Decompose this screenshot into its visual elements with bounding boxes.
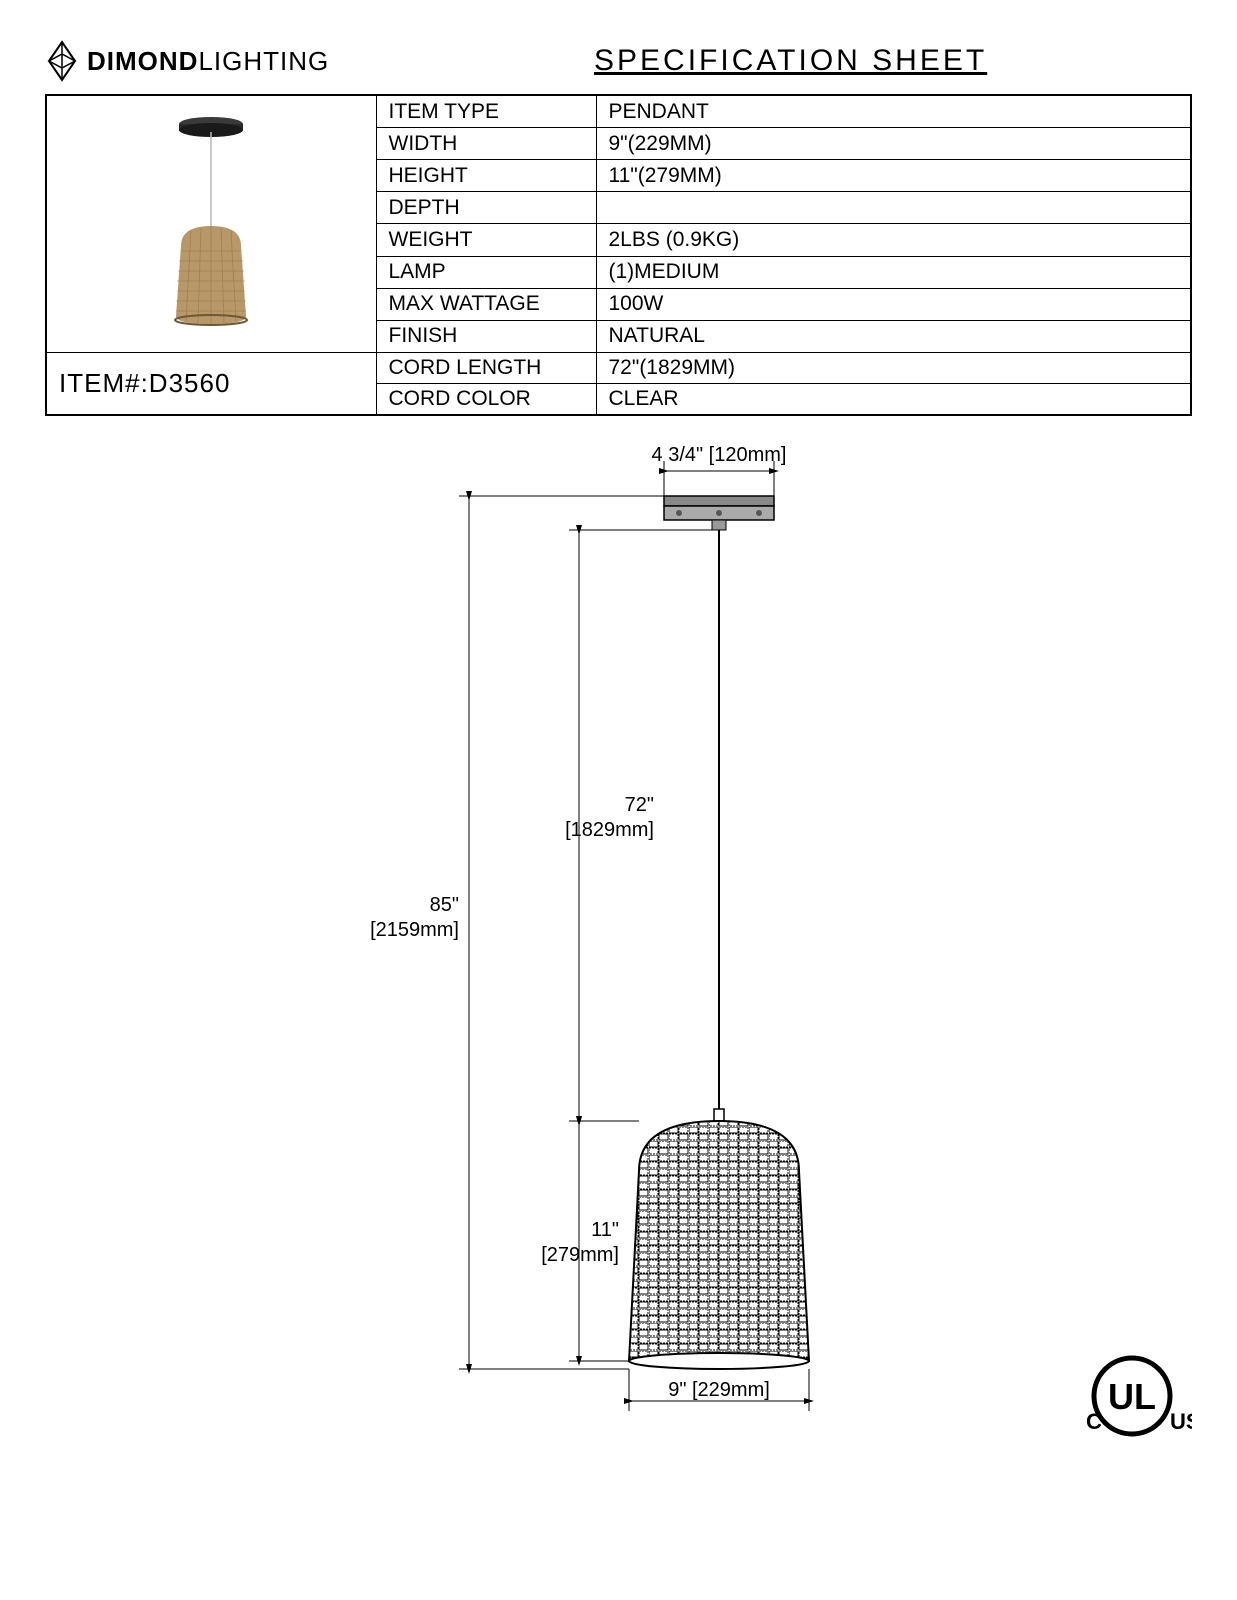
spec-label: CORD COLOR <box>376 384 596 416</box>
spec-label: CORD LENGTH <box>376 353 596 384</box>
brand-text: DIMONDLIGHTING <box>87 46 329 77</box>
spec-value: 2LBS (0.9KG) <box>596 224 1191 256</box>
page-title: SPECIFICATION SHEET <box>329 44 1192 78</box>
product-thumbnail <box>111 106 311 336</box>
spec-value: CLEAR <box>596 384 1191 416</box>
spec-label: ITEM TYPE <box>376 95 596 128</box>
dim-shade-h-in: 11" <box>591 1219 619 1241</box>
brand-logo: DIMONDLIGHTING <box>45 40 329 82</box>
spec-table: ITEM TYPE PENDANT WIDTH9"(229MM) HEIGHT1… <box>45 94 1192 416</box>
spec-label: LAMP <box>376 256 596 288</box>
dim-cord-in: 72" <box>624 794 653 816</box>
svg-text:US: US <box>1170 1409 1192 1434</box>
svg-text:C: C <box>1086 1409 1102 1434</box>
spec-value: 72"(1829MM) <box>596 353 1191 384</box>
svg-text:UL: UL <box>1108 1376 1156 1417</box>
spec-label: FINISH <box>376 320 596 352</box>
header: DIMONDLIGHTING SPECIFICATION SHEET <box>45 40 1192 82</box>
spec-value: NATURAL <box>596 320 1191 352</box>
spec-label: MAX WATTAGE <box>376 288 596 320</box>
spec-label: WEIGHT <box>376 224 596 256</box>
dim-canopy: 4 3/4" [120mm] <box>651 444 786 466</box>
dim-cord-mm: [1829mm] <box>565 819 654 841</box>
spec-value: 11"(279MM) <box>596 160 1191 192</box>
dim-shade-h-mm: [279mm] <box>541 1244 619 1266</box>
spec-label: WIDTH <box>376 128 596 160</box>
dim-shade-w: 9" [229mm] <box>668 1379 770 1401</box>
item-number: ITEM#:D3560 <box>46 353 376 416</box>
spec-value: (1)MEDIUM <box>596 256 1191 288</box>
spec-value <box>596 192 1191 224</box>
spec-value: 9"(229MM) <box>596 128 1191 160</box>
spec-label: HEIGHT <box>376 160 596 192</box>
dimension-diagram: 4 3/4" [120mm] 85" [2159mm] 72" [1829mm]… <box>45 441 1192 1441</box>
spec-value: PENDANT <box>596 95 1191 128</box>
dim-total-mm: [2159mm] <box>370 919 459 941</box>
product-image-cell <box>46 95 376 353</box>
dim-total-in: 85" <box>429 894 458 916</box>
ul-cert-icon: UL C US <box>1072 1351 1192 1441</box>
spec-label: DEPTH <box>376 192 596 224</box>
diamond-icon <box>45 40 79 82</box>
spec-value: 100W <box>596 288 1191 320</box>
